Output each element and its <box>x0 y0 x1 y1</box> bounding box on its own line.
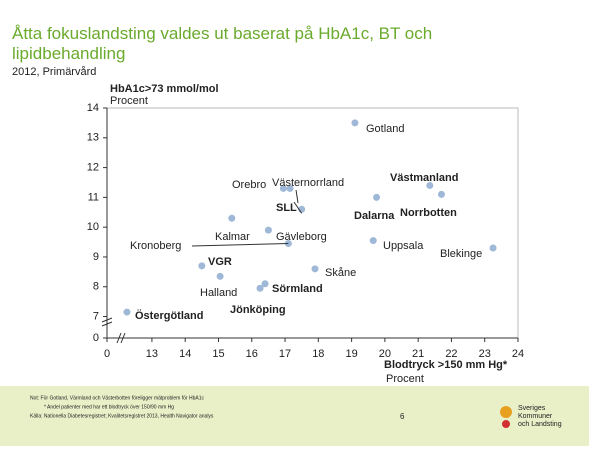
point-label: Dalarna <box>354 210 395 222</box>
data-point <box>437 190 445 198</box>
footnote: Not: För Gotland, Värmland och Västerbot… <box>30 395 204 401</box>
footnote: Källa: Nationella Diabetesregistret; Kva… <box>30 413 214 419</box>
y-tick-label: 8 <box>93 281 99 293</box>
data-point <box>279 184 287 192</box>
point-label: Västmanland <box>390 172 458 184</box>
logo-icon <box>502 420 510 428</box>
axis-break <box>120 332 126 344</box>
y-tick-label: 13 <box>87 132 99 144</box>
subtitle: 2012, Primärvård <box>12 66 96 78</box>
y-tick-label: 12 <box>87 161 99 173</box>
data-point <box>369 237 377 245</box>
data-point <box>311 265 319 273</box>
data-point <box>373 193 381 201</box>
point-label: Östergötland <box>135 309 203 322</box>
axis-break <box>101 317 113 323</box>
plot-frame <box>106 107 519 339</box>
x-tick-label: 23 <box>479 348 491 360</box>
footnote: * Andel patienter med har ett blodtryck … <box>44 404 174 410</box>
data-point <box>261 280 269 288</box>
point-label: SLL <box>276 202 297 214</box>
y-tick-label: 14 <box>87 102 99 114</box>
data-point <box>256 284 264 292</box>
data-point <box>228 214 236 222</box>
leader-line <box>191 243 289 247</box>
x-label: Blodtryck >150 mm Hg* <box>384 359 508 371</box>
axis-break <box>116 332 122 344</box>
point-label: Västernorrland <box>272 177 344 189</box>
data-point <box>264 226 272 234</box>
data-point <box>286 184 294 192</box>
point-label: Uppsala <box>383 240 424 252</box>
x-unit: Procent <box>386 373 424 385</box>
footer-band <box>0 386 589 446</box>
page-number: 6 <box>400 412 405 421</box>
point-label: Jönköping <box>230 304 286 316</box>
x-tick-label: 18 <box>312 348 324 360</box>
axis-break <box>101 321 113 327</box>
x-tick-label: 14 <box>179 348 191 360</box>
x-tick-label: 24 <box>512 348 524 360</box>
point-label: VGR <box>208 256 232 268</box>
y-label: HbA1c>73 mmol/mol <box>110 83 219 95</box>
y-tick-label: 11 <box>88 191 99 203</box>
logo-icon <box>500 406 512 418</box>
logo-text: och Landsting <box>518 421 562 428</box>
x-tick-label: 17 <box>279 348 291 360</box>
point-label: Orebro <box>232 179 266 191</box>
x-tick-label: 19 <box>345 348 357 360</box>
point-label: Gotland <box>366 123 405 135</box>
x-tick-label: 16 <box>246 348 258 360</box>
x-tick-label: 13 <box>146 348 158 360</box>
point-label: Halland <box>200 287 237 299</box>
data-point <box>216 272 224 280</box>
x-tick-label: 0 <box>104 348 110 360</box>
x-tick-label: 22 <box>445 348 457 360</box>
data-point <box>123 308 131 316</box>
data-point <box>198 262 206 270</box>
leader-line <box>293 201 303 214</box>
data-point <box>489 244 497 252</box>
y-tick-label: 9 <box>93 251 99 263</box>
y-unit: Procent <box>110 95 148 107</box>
point-label: Sörmland <box>272 283 323 295</box>
x-tick-label: 21 <box>412 348 424 360</box>
data-point <box>351 119 359 127</box>
point-label: Norrbotten <box>400 207 457 219</box>
point-label: Kronoberg <box>130 240 181 252</box>
point-label: Skåne <box>325 267 356 279</box>
title: Åtta fokuslandsting valdes ut baserat på… <box>12 24 432 63</box>
point-label: Gävleborg <box>276 231 327 243</box>
logo-text: Sveriges <box>518 405 546 412</box>
leader-line <box>295 189 299 204</box>
point-label: Blekinge <box>440 248 482 260</box>
point-label: Kalmar <box>215 231 250 243</box>
x-tick-label: 20 <box>379 348 391 360</box>
y-tick-label: 7 <box>93 310 99 322</box>
y-tick-label: 10 <box>87 221 99 233</box>
x-tick-label: 15 <box>212 348 224 360</box>
y-tick-label: 0 <box>93 332 99 344</box>
data-point <box>426 181 434 189</box>
logo-text: Kommuner <box>518 413 553 420</box>
